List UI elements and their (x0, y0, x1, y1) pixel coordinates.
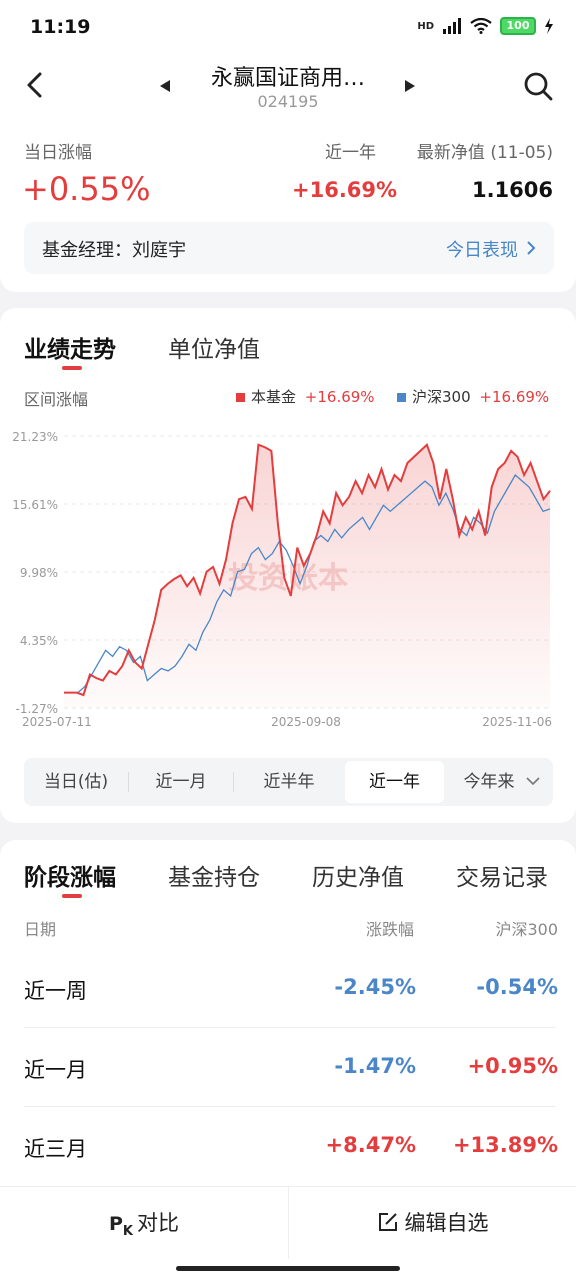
table-row: 近一周 -2.45% -0.54% (24, 950, 558, 1028)
fund-title: 永赢国证商用… (210, 66, 365, 91)
legend-index-value: +16.69% (479, 388, 550, 406)
nav-value: 1.1606 (471, 178, 553, 202)
index-series-line (64, 474, 551, 694)
perf-tab-indicator (62, 894, 82, 898)
range-selector: 当日(估) 近一月 近半年 近一年 今年来 (24, 758, 553, 806)
legend-fund: 本基金 +16.69% (236, 386, 375, 407)
range-1y[interactable]: 近一年 (345, 761, 444, 803)
fund-summary: 当日涨幅 近一年 最新净值 (11-05) +0.55% +16.69% 1.1… (0, 122, 576, 292)
legend-fund-name: 本基金 (251, 388, 297, 406)
col-header-date: 日期 (24, 920, 57, 939)
year-change-label: 近一年 (325, 143, 376, 163)
chevron-right-icon (527, 241, 536, 255)
y-axis-label: 区间涨幅 (24, 390, 89, 409)
x-tick-label: 2025-11-06 (482, 715, 552, 729)
row-period: 近一月 (24, 1058, 87, 1082)
bottom-divider (288, 1187, 289, 1259)
next-fund-icon[interactable] (405, 80, 415, 92)
charging-icon (545, 18, 553, 34)
home-indicator (176, 1266, 400, 1271)
legend-index-swatch (397, 393, 406, 402)
row-fund-change: -2.45% (334, 975, 416, 999)
edit-watchlist-button[interactable]: 编辑自选 (289, 1187, 576, 1259)
tab-transactions[interactable]: 交易记录 (456, 865, 548, 891)
row-index-change: +13.89% (452, 1133, 558, 1157)
y-tick-label: 15.61% (12, 498, 58, 512)
fund-code: 024195 (257, 92, 319, 111)
daily-change-label: 当日涨幅 (24, 143, 92, 163)
chart-card: 业绩走势 单位净值 区间涨幅 本基金 +16.69% 沪深300 +16.69%… (0, 308, 576, 823)
table-row: 近一月 -1.47% +0.95% (24, 1029, 558, 1107)
tab-unit-nav[interactable]: 单位净值 (168, 337, 260, 363)
status-bar: 11:19 HD 100 (0, 0, 576, 56)
edit-icon (378, 1213, 397, 1231)
row-period: 近一周 (24, 979, 87, 1003)
bottom-action-bar: PK 对比 编辑自选 (0, 1186, 576, 1280)
table-row: 近三月 +8.47% +13.89% (24, 1108, 558, 1186)
daily-change-value: +0.55% (22, 170, 151, 208)
search-icon[interactable] (522, 70, 554, 102)
range-ytd[interactable]: 今年来 (463, 772, 515, 792)
tab-stage-returns[interactable]: 阶段涨幅 (24, 865, 116, 891)
range-6m[interactable]: 近半年 (263, 772, 315, 792)
app-header: 永赢国证商用… 024195 (0, 56, 576, 122)
back-icon[interactable] (22, 70, 50, 100)
range-1m[interactable]: 近一月 (155, 772, 207, 792)
y-tick-label: 21.23% (12, 430, 58, 444)
row-period: 近三月 (24, 1137, 87, 1161)
y-tick-label: 4.35% (20, 634, 58, 648)
compare-label: 对比 (137, 1211, 179, 1235)
pk-icon: PK (108, 1213, 133, 1239)
manager-bar[interactable]: 基金经理：刘庭宇 今日表现 (24, 222, 554, 274)
tab-history-nav[interactable]: 历史净值 (312, 865, 404, 891)
chevron-down-icon[interactable] (526, 777, 540, 787)
y-tick-label: -1.27% (16, 702, 58, 716)
fund-series-line (64, 443, 551, 697)
today-performance-link[interactable]: 今日表现 (446, 240, 518, 261)
status-time: 11:19 (30, 16, 91, 38)
tab-holdings[interactable]: 基金持仓 (168, 865, 260, 891)
network-label: HD (417, 20, 434, 32)
tab-active-indicator (62, 366, 82, 370)
legend-index: 沪深300 +16.69% (397, 386, 549, 407)
year-change-value: +16.69% (292, 178, 398, 202)
tab-performance[interactable]: 业绩走势 (24, 337, 116, 363)
fund-area-fill (64, 444, 550, 708)
range-divider (233, 772, 234, 792)
wifi-icon (470, 18, 492, 34)
performance-section: 阶段涨幅 基金持仓 历史净值 交易记录 日期 涨跌幅 沪深300 近一周 -2.… (0, 840, 576, 1200)
x-tick-label: 2025-07-11 (22, 715, 92, 729)
range-today[interactable]: 当日(估) (43, 772, 109, 792)
row-index-change: -0.54% (476, 975, 558, 999)
nav-label: 最新净值 (11-05) (416, 143, 553, 163)
legend-index-name: 沪深300 (412, 388, 471, 406)
row-fund-change: +8.47% (325, 1133, 416, 1157)
prev-fund-icon[interactable] (160, 80, 170, 92)
legend-fund-value: +16.69% (304, 388, 375, 406)
edit-watchlist-label: 编辑自选 (404, 1211, 489, 1235)
range-divider (128, 772, 129, 792)
row-fund-change: -1.47% (334, 1054, 416, 1078)
y-tick-label: 9.98% (20, 566, 58, 580)
signal-icon (443, 18, 461, 34)
x-tick-label: 2025-09-08 (271, 715, 341, 729)
compare-button[interactable]: PK 对比 (0, 1187, 288, 1259)
battery-icon: 100 (500, 17, 536, 35)
col-header-change: 涨跌幅 (365, 920, 414, 939)
performance-chart[interactable]: 21.23% 15.61% 9.98% 4.35% -1.27%2025-07-11 20… (0, 418, 576, 748)
row-index-change: +0.95% (467, 1054, 558, 1078)
manager-label: 基金经理：刘庭宇 (42, 240, 186, 261)
col-header-index: 沪深300 (495, 920, 558, 939)
legend-fund-swatch (236, 393, 245, 402)
